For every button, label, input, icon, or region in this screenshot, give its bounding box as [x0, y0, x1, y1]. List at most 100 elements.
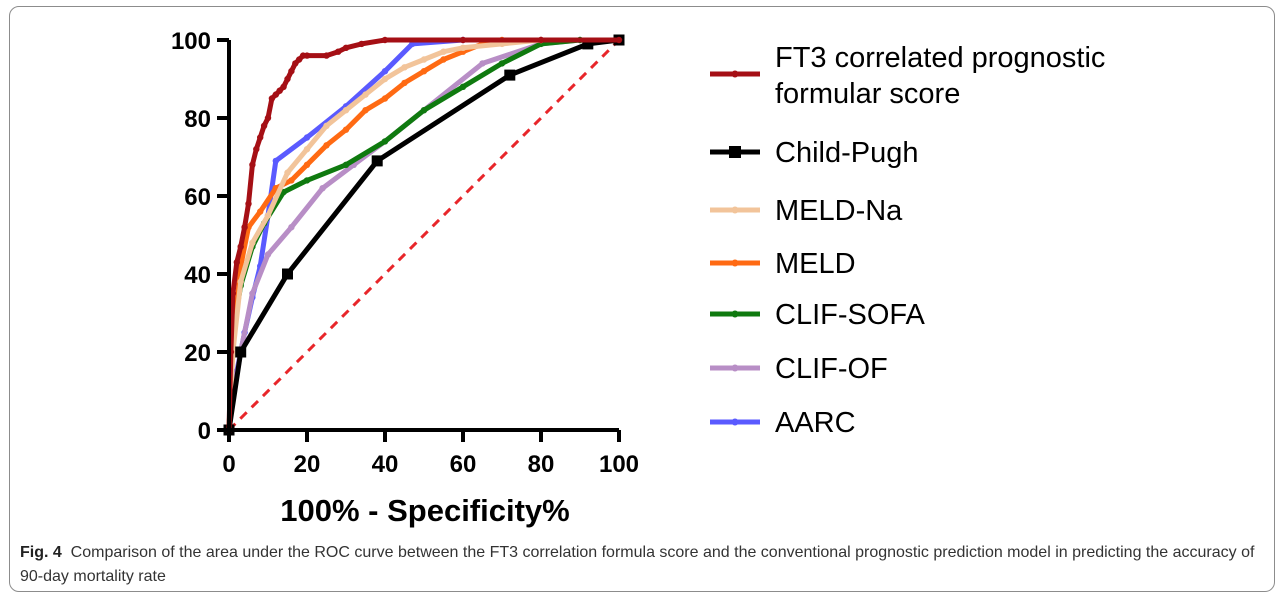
- data-point: [284, 75, 291, 83]
- data-point: [381, 95, 389, 102]
- data-point: [504, 69, 516, 81]
- legend-item-meld: MELD: [710, 248, 856, 280]
- data-point: [257, 208, 264, 215]
- x-tick-label: 0: [222, 451, 235, 478]
- legend-label: AARC: [775, 407, 856, 439]
- data-point: [284, 169, 291, 176]
- series-layer: [223, 34, 625, 436]
- legend-label: CLIF-OF: [775, 353, 888, 385]
- legend-item-ft3-correlated-prognostic-formular-score: FT3 correlated prognostic formular score: [710, 42, 1105, 110]
- data-point: [420, 68, 428, 75]
- data-point: [303, 161, 311, 168]
- legend-label: CLIF-SOFA: [775, 299, 926, 331]
- x-tick-label: 80: [528, 451, 555, 478]
- data-point: [401, 64, 408, 71]
- data-point: [459, 44, 467, 51]
- y-tick-label: 20: [184, 340, 211, 367]
- series-line-meld-na: [226, 37, 622, 433]
- data-point: [292, 60, 299, 67]
- legend-marker: [731, 310, 739, 318]
- data-point: [260, 122, 268, 129]
- data-point: [264, 212, 272, 219]
- data-point: [381, 68, 389, 75]
- legend-label: FT3 correlated prognostic formular score: [775, 42, 1105, 110]
- legend-marker: [731, 70, 739, 78]
- data-point: [342, 107, 350, 114]
- y-tick-label: 0: [198, 418, 211, 445]
- data-point: [335, 48, 342, 55]
- data-point: [245, 200, 252, 207]
- data-point: [381, 36, 389, 44]
- data-point: [342, 126, 350, 133]
- data-point: [323, 52, 330, 59]
- data-point: [249, 161, 256, 168]
- data-point: [264, 251, 272, 258]
- y-tick-label: 40: [184, 262, 211, 289]
- data-point: [272, 157, 279, 165]
- x-tick-label: 60: [450, 451, 477, 478]
- data-point: [241, 224, 248, 231]
- data-point: [257, 134, 264, 141]
- data-point: [420, 107, 428, 114]
- legend: FT3 correlated prognostic formular score C…: [710, 42, 1105, 439]
- data-point: [362, 107, 369, 114]
- data-point: [440, 56, 447, 63]
- data-point: [229, 290, 237, 297]
- data-point: [268, 95, 276, 102]
- legend-item-clif-of: CLIF-OF: [710, 353, 888, 385]
- data-point: [233, 259, 240, 266]
- data-point: [280, 83, 287, 91]
- data-point: [615, 36, 623, 44]
- series-ft3-correlated-prognostic-formular-score: [225, 36, 623, 434]
- x-axis-title: 100% - Specificity%: [280, 493, 569, 528]
- legend-marker: [731, 364, 739, 372]
- data-point: [303, 52, 311, 59]
- data-point: [381, 138, 389, 145]
- data-point: [235, 346, 247, 358]
- data-point: [323, 142, 330, 149]
- data-point: [288, 224, 295, 231]
- data-point: [440, 48, 447, 55]
- reference-diagonal-line: [227, 38, 621, 432]
- x-tick-label: 20: [294, 451, 321, 478]
- data-point: [303, 134, 311, 141]
- data-point: [264, 114, 272, 122]
- data-point: [237, 278, 244, 285]
- legend-label: MELD: [775, 248, 856, 280]
- data-point: [537, 36, 545, 44]
- data-point: [362, 91, 369, 98]
- data-point: [249, 290, 256, 297]
- data-point: [249, 239, 256, 246]
- y-tick-label: 80: [184, 106, 211, 133]
- figure-panel: [9, 6, 1275, 592]
- data-point: [459, 36, 467, 44]
- legend-marker: [731, 418, 739, 426]
- data-point: [282, 268, 293, 280]
- x-tick-label: 40: [372, 451, 399, 478]
- legend-item-child-pugh: Child-Pugh: [710, 137, 918, 169]
- data-point: [253, 146, 260, 153]
- data-point: [342, 44, 350, 51]
- data-point: [479, 60, 486, 67]
- axes-layer: 0 20 40 60 80 100 0 20 40 60 80 100: [171, 28, 639, 478]
- legend-marker: [729, 146, 741, 158]
- figure-caption: Fig. 4 Comparison of the area under the …: [20, 541, 1270, 589]
- data-point: [296, 56, 303, 63]
- data-point: [288, 68, 295, 75]
- data-point: [358, 40, 365, 48]
- data-point: [342, 161, 350, 168]
- data-point: [459, 83, 467, 91]
- y-tick-label: 100: [171, 28, 211, 55]
- caption-label: Fig. 4: [20, 544, 62, 561]
- data-point: [276, 87, 283, 94]
- data-point: [303, 146, 311, 153]
- data-point: [582, 38, 594, 50]
- data-point: [498, 60, 506, 67]
- legend-item-clif-sofa: CLIF-SOFA: [710, 299, 926, 331]
- data-point: [420, 56, 428, 63]
- reference-line-layer: [227, 38, 621, 432]
- data-point: [272, 91, 279, 98]
- data-point: [303, 177, 311, 184]
- legend-marker: [731, 259, 739, 267]
